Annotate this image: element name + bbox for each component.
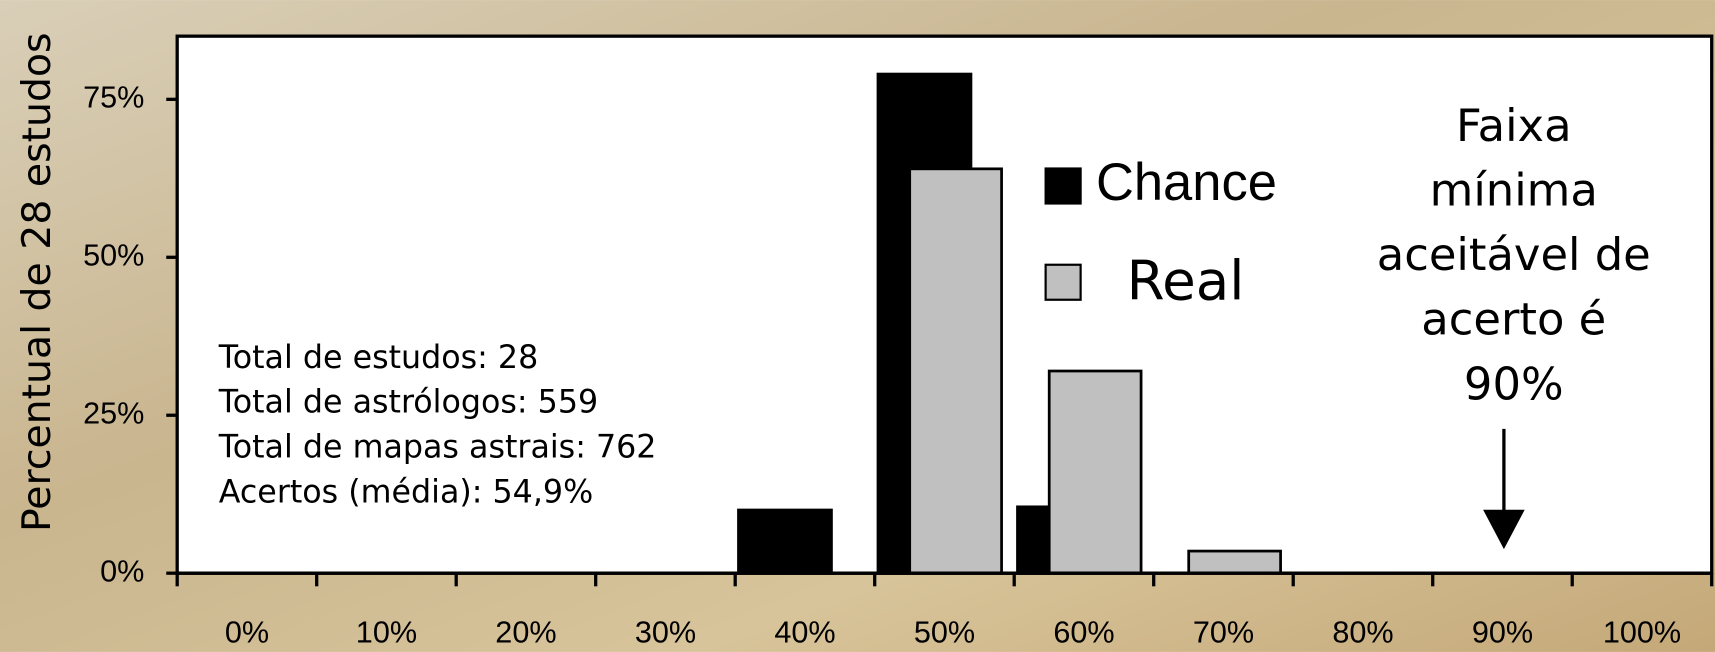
x-tick-label: 0%: [225, 616, 269, 650]
note-line: mínima: [1430, 164, 1598, 217]
x-tick-label: 60%: [1053, 616, 1114, 650]
y-tick-label: 50%: [83, 238, 144, 272]
x-tick-label: 10%: [356, 616, 417, 650]
y-tick-label: 75%: [83, 80, 144, 114]
bar: [908, 167, 1003, 575]
y-tick-label: 25%: [83, 396, 144, 430]
note-line: acerto é: [1421, 293, 1606, 346]
x-tick-label: 90%: [1472, 616, 1533, 650]
x-tick-label: 70%: [1193, 616, 1254, 650]
note-line: 90%: [1464, 357, 1564, 410]
legend-label: Real: [1127, 249, 1245, 313]
bar: [1047, 369, 1143, 575]
x-tick-label: 50%: [914, 616, 975, 650]
x-tick-label: 100%: [1603, 616, 1681, 650]
x-tick-label: 40%: [774, 616, 835, 650]
x-tick-label: 30%: [635, 616, 696, 650]
x-tick-label: 20%: [495, 616, 556, 650]
bar: [737, 508, 833, 575]
bar: [1187, 549, 1282, 575]
y-tick-label: 0%: [100, 554, 144, 588]
arrow-head: [1483, 509, 1525, 550]
stats-line: Acertos (média): 54,9%: [219, 474, 593, 510]
note-line: Faixa: [1456, 99, 1572, 152]
x-tick-label: 80%: [1332, 616, 1393, 650]
stats-line: Total de astrólogos: 559: [218, 385, 598, 421]
y-axis-label: Percentual de 28 estudos: [14, 32, 60, 532]
legend-swatch: [1044, 263, 1082, 301]
note-line: aceitável de: [1377, 228, 1651, 281]
legend-label: Chance: [1096, 153, 1277, 212]
stats-line: Total de estudos: 28: [218, 340, 539, 376]
stats-line: Total de mapas astrais: 762: [218, 430, 657, 466]
legend-swatch: [1044, 167, 1082, 205]
